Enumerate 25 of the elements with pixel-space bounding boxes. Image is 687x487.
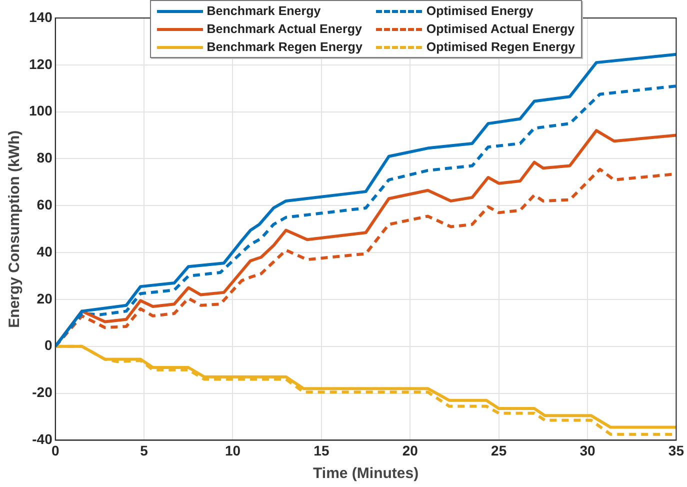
y-tick-label: -20 (32, 384, 53, 400)
x-tick-label: 20 (402, 442, 418, 458)
x-tick-label: 5 (140, 442, 148, 458)
x-tick-label: 10 (224, 442, 241, 458)
y-tick-label: 120 (29, 56, 53, 72)
legend-label: Benchmark Energy (206, 4, 321, 18)
y-tick-label: 60 (36, 196, 53, 213)
legend-label: Optimised Actual Energy (426, 22, 575, 36)
legend-label: Benchmark Regen Energy (206, 40, 362, 54)
x-axis-title: Time (Minutes) (312, 465, 419, 482)
x-tick-label: 30 (580, 442, 596, 458)
legend-label: Optimised Energy (426, 4, 534, 18)
x-tick-label: 35 (668, 442, 684, 458)
y-tick-label: 0 (44, 337, 53, 354)
y-tick-label: 140 (29, 8, 53, 25)
y-tick-label: 20 (36, 290, 53, 306)
y-tick-label: 100 (29, 102, 53, 119)
y-axis-title: Energy Consumption (kWh) (6, 130, 24, 328)
legend-label: Optimised Regen Energy (426, 40, 576, 54)
y-tick-label: 40 (36, 243, 53, 260)
legend-label: Benchmark Actual Energy (206, 22, 362, 36)
x-tick-label: 15 (314, 442, 330, 458)
x-tick-label: 25 (491, 442, 507, 458)
y-tick-label: -40 (32, 431, 53, 448)
y-tick-label: 80 (36, 150, 53, 166)
